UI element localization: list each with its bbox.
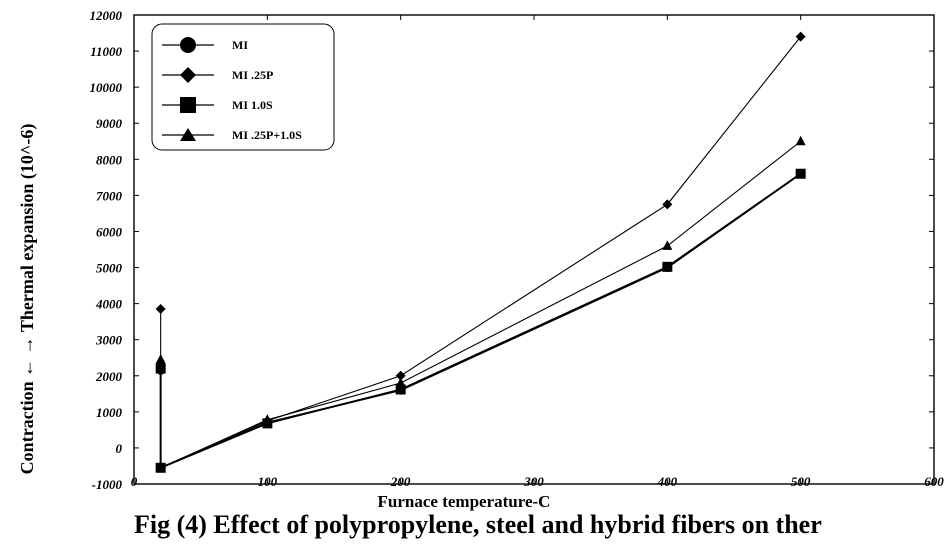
data-point — [795, 135, 806, 146]
x-axis-title: Furnace temperature-C — [378, 492, 551, 511]
y-tick-label: 10000 — [90, 80, 123, 95]
legend-marker — [180, 128, 196, 141]
legend-marker — [180, 67, 196, 83]
y-tick-label: 1000 — [96, 405, 123, 420]
data-point — [662, 199, 673, 210]
y-tick-label: 4000 — [95, 297, 123, 312]
data-point — [395, 377, 406, 387]
data-point — [155, 462, 166, 472]
data-point — [155, 304, 166, 315]
y-tick-label: 12000 — [90, 8, 123, 23]
x-tick-label: 600 — [924, 474, 944, 489]
y-tick-label: -1000 — [92, 477, 123, 492]
series-mi-25p-1-0s — [155, 135, 806, 472]
x-tick-label: 500 — [791, 474, 811, 489]
x-tick-label: 0 — [131, 474, 138, 489]
y-tick-label: 6000 — [96, 224, 123, 239]
data-point — [662, 261, 673, 272]
data-point — [395, 370, 406, 381]
legend-label: MI — [232, 38, 248, 52]
series-line — [159, 173, 802, 470]
data-point — [155, 354, 166, 364]
legend-label: MI .25P+1.0S — [232, 128, 302, 142]
legend: MI MI .25P MI 1.0S MI .25P+1.0S — [151, 23, 335, 151]
y-tick-label: 3000 — [95, 333, 123, 348]
y-axis-title: Contraction ← → Thermal expansion (10^-6… — [17, 124, 38, 475]
y-tick-label: 5000 — [96, 261, 123, 276]
legend-marker — [180, 97, 196, 113]
legend-label: MI .25P — [232, 68, 273, 82]
y-tick-label: 7000 — [96, 188, 123, 203]
x-tick-label: 200 — [390, 474, 411, 489]
series-line — [159, 173, 802, 470]
legend-marker — [180, 37, 196, 53]
data-point — [262, 414, 273, 424]
y-tick-label: 0 — [116, 441, 123, 456]
y-tick-label: 9000 — [96, 116, 123, 131]
x-tick-label: 400 — [657, 474, 678, 489]
x-tick-label: 100 — [258, 474, 278, 489]
data-point — [795, 168, 806, 179]
legend-label: MI 1.0S — [232, 98, 273, 112]
series-line — [160, 140, 802, 469]
data-point — [662, 240, 673, 250]
y-tick-label: 2000 — [95, 369, 123, 384]
y-tick-label: 11000 — [90, 44, 122, 59]
y-tick-label: 8000 — [96, 152, 123, 167]
x-tick-label: 300 — [523, 474, 544, 489]
figure-caption: Fig (4) Effect of polypropylene, steel a… — [134, 510, 822, 539]
data-point — [395, 384, 406, 395]
data-point — [795, 31, 806, 42]
legend-box — [151, 23, 335, 151]
